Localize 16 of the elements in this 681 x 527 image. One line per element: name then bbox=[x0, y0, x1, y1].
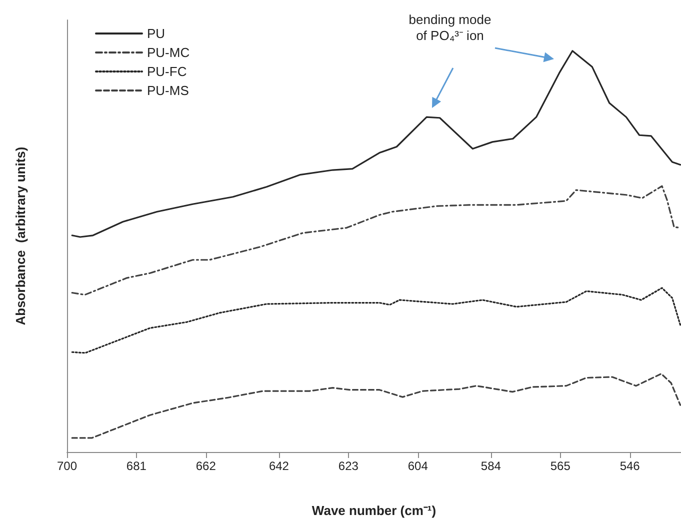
x-tick-label: 546 bbox=[620, 459, 640, 473]
legend-label: PU bbox=[147, 26, 166, 41]
legend-label: PU-FC bbox=[147, 64, 187, 79]
y-axis-title: Absorbance (arbitrary units) bbox=[13, 146, 28, 326]
x-axis-title: Wave number (cm⁻¹) bbox=[312, 503, 436, 518]
x-tick-label: 584 bbox=[480, 459, 502, 473]
x-tick-label: 604 bbox=[408, 459, 428, 473]
x-tick-label: 681 bbox=[126, 459, 147, 473]
text: bending mode of PO₄³⁻ ion bbox=[408, 12, 492, 44]
x-tick-label: 565 bbox=[550, 459, 571, 473]
x-tick-label: 700 bbox=[56, 459, 78, 473]
legend-label: PU-MC bbox=[147, 45, 190, 60]
x-tick-label: 642 bbox=[268, 459, 290, 473]
x-tick-label: 662 bbox=[196, 459, 216, 473]
legend-label: PU-MS bbox=[147, 83, 190, 98]
x-tick-label: 623 bbox=[338, 459, 359, 473]
